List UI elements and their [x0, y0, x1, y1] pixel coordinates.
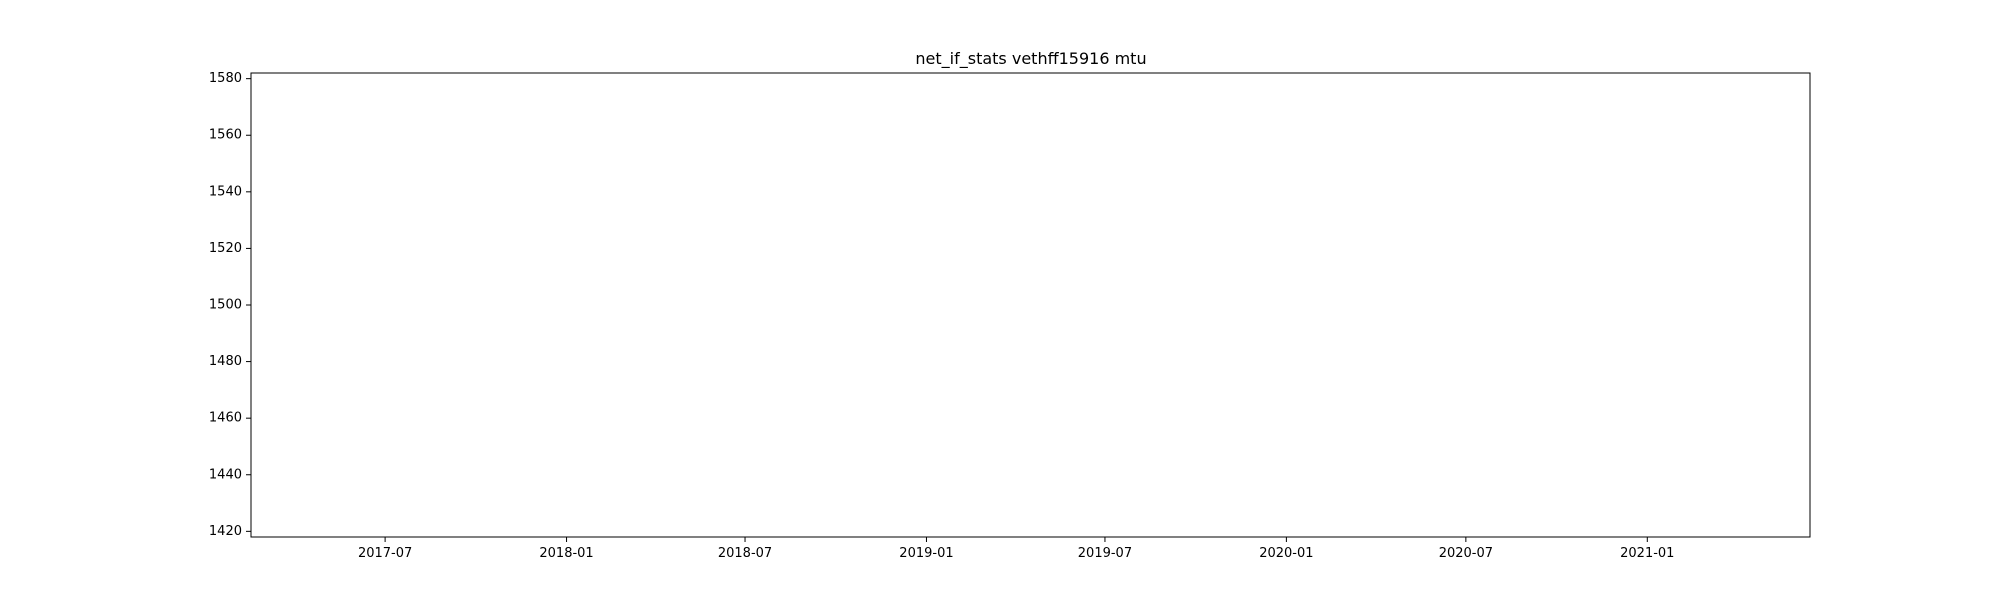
x-tick-label: 2018-01	[539, 546, 593, 561]
y-tick-label: 1500	[209, 298, 242, 313]
y-tick-label: 1460	[209, 411, 242, 426]
y-tick-label: 1540	[209, 184, 242, 199]
y-tick-label: 1420	[209, 524, 242, 539]
x-tick-label: 2020-01	[1259, 546, 1313, 561]
y-tick-label: 1440	[209, 467, 242, 482]
y-tick-label: 1560	[209, 128, 242, 143]
x-tick-label: 2017-07	[358, 546, 412, 561]
chart-title: net_if_stats vethff15916 mtu	[915, 49, 1146, 69]
x-tick-label: 2018-07	[718, 546, 772, 561]
y-axis: 1420 1440 1460 1480 1500 1520 1540 1560 1580	[209, 71, 251, 539]
x-axis: 2017-07 2018-01 2018-07 2019-01 2019-07 2020-…	[358, 537, 1674, 561]
x-tick-label: 2019-07	[1078, 546, 1132, 561]
x-tick-label: 2019-01	[899, 546, 953, 561]
x-tick-label: 2021-01	[1620, 546, 1674, 561]
y-tick-label: 1520	[209, 241, 242, 256]
y-tick-label: 1480	[209, 354, 242, 369]
y-tick-label: 1580	[209, 71, 242, 86]
x-tick-label: 2020-07	[1439, 546, 1493, 561]
